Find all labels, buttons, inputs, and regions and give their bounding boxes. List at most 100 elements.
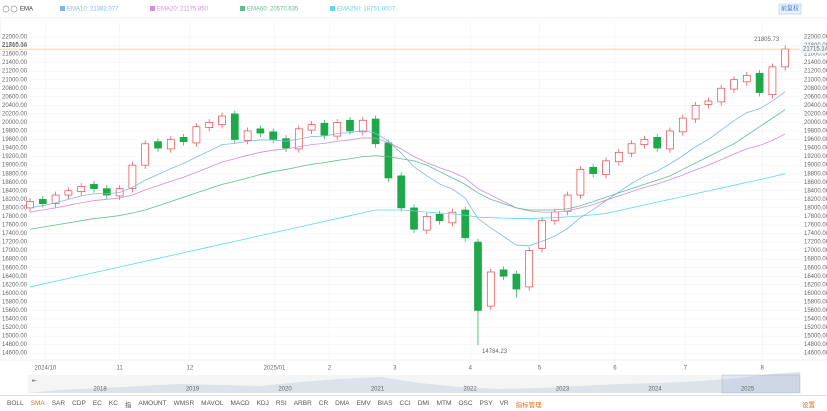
y-tick-label: 16400.00 [804,274,827,280]
indicator-tab[interactable]: KDJ [256,400,269,407]
adjust-button[interactable] [778,3,802,15]
legend-swatch [60,6,65,11]
indicator-tab[interactable]: CCI [399,400,411,407]
legend-label: EMA250: 18751.0007 [337,7,396,13]
y-tick-label: 19800.00 [804,129,827,135]
indicator-tab[interactable]: SMA [30,400,45,407]
x-tick-label: 4 [469,366,473,372]
y-tick-label: 18200.00 [2,197,28,203]
y-tick-label: 22000.00 [804,35,827,41]
indicator-tab[interactable]: SAR [51,400,66,407]
y-tick-label: 19600.00 [2,137,28,143]
candle-body [486,271,495,307]
y-tick-label: 20600.00 [804,94,827,100]
legend-label: EMA20: 21175.850 [157,7,209,13]
navigator-year: 2018 [93,387,107,393]
tab-bar: BOLL SMA SAR CDP EC KC 指 AMOUNT WMSR MAVOL MACD KDJ… [0,395,827,411]
y-tick-label: 16000.00 [804,291,827,297]
candle-body [410,207,418,230]
indicator-tab[interactable]: MACD [230,400,250,407]
indicator-tab[interactable]: OSC [458,400,473,407]
candle-body [230,113,239,140]
icon[interactable] [2,5,10,13]
y-tick-label: 19000.00 [2,163,28,169]
indicator-tab[interactable]: RSI [275,400,287,407]
y-tick-label: 21200.00 [804,69,827,75]
y-tick-label: 15600.00 [804,308,827,314]
x-tick-label: 2 [328,366,332,372]
legend-swatch [150,6,155,11]
last-price-label: 21715.14 [803,47,827,53]
y-tick-label: 20400.00 [2,103,28,109]
indicator-tab[interactable]: CDP [72,400,86,407]
y-tick-label: 19000.00 [804,163,827,169]
y-tick-label: 17800.00 [804,214,827,220]
legend-swatch [240,6,245,11]
indicator-tab[interactable]: EMV [356,400,371,407]
y-tick-label: 21400.00 [804,60,827,66]
y-tick-label: 15400.00 [804,317,827,323]
x-tick-label: 5 [538,366,542,372]
candle-body [333,122,342,137]
navigator-year: 2024 [648,387,662,393]
y-tick-label: 18000.00 [2,205,28,211]
candle-body [166,139,175,150]
navigator-year: 2023 [556,387,570,393]
candle-body [243,130,252,141]
indicator-tab[interactable]: ARBR [293,400,312,407]
y-tick-label: 19400.00 [804,146,827,152]
indicator-tab[interactable]: MTM [436,400,452,407]
indicator-tab[interactable]: AMOUNT [138,400,167,407]
indicator-tab[interactable]: 指 [124,401,132,409]
indicator-tab[interactable]: DMA [335,400,350,407]
candle-body [768,66,777,95]
navigator-window[interactable] [721,374,801,394]
indicator-tab[interactable]: DMI [417,400,430,407]
y-tick-label: 16600.00 [804,265,827,271]
last-price-box [801,45,827,54]
y-tick-label: 15800.00 [804,299,827,305]
indicator-tab[interactable]: VR [499,400,509,407]
indicator-tab[interactable]: CR [318,400,329,407]
y-tick-label: 20800.00 [2,86,28,92]
legend-label: EMA10: 21382.077 [67,7,119,13]
indicator-tab[interactable]: KC [108,400,118,407]
candle-body [269,131,278,140]
navigator-year: 2022 [463,387,477,393]
candle-body [218,115,226,125]
candle-body [499,269,508,277]
candle-body [576,169,585,196]
x-tick-label: 2024/10 [35,366,57,372]
y-tick-label: 15200.00 [2,325,28,331]
y-tick-label: 21400.00 [2,60,28,66]
indicator-tab[interactable]: EC [92,400,102,407]
candle-body [448,211,457,224]
y-tick-label: 14800.00 [2,342,28,348]
icon[interactable] [10,5,18,13]
y-tick-label: 17800.00 [2,214,28,220]
indicator-tab[interactable]: BIAS [377,400,393,407]
candle-body [678,117,687,133]
y-tick-label: 21800.00 [2,43,28,49]
candle-body [154,141,162,149]
candle-body [77,186,86,192]
indicator-tab[interactable]: PSY [479,400,493,407]
y-tick-label: 15600.00 [2,308,28,314]
indicator-tab[interactable]: BOLL [7,400,24,407]
settings[interactable]: 设置 [802,401,815,409]
indicator-tab[interactable]: 指标管理 [515,401,542,409]
x-tick-label: 6 [613,366,617,372]
x-tick-label: 11 [116,366,123,372]
y-tick-label: 19600.00 [804,137,827,143]
y-tick-label: 18800.00 [804,171,827,177]
y-tick-label: 21000.00 [804,77,827,83]
indicator-tab[interactable]: MAVOL [201,400,224,407]
candle-body [320,122,329,136]
candle-body [38,198,47,204]
candle-body [717,87,726,103]
y-tick-label: 16800.00 [804,257,827,263]
y-tick-label: 21200.00 [2,69,28,75]
indicator-tab[interactable]: WMSR [173,400,195,407]
y-tick-label: 17000.00 [2,248,28,254]
